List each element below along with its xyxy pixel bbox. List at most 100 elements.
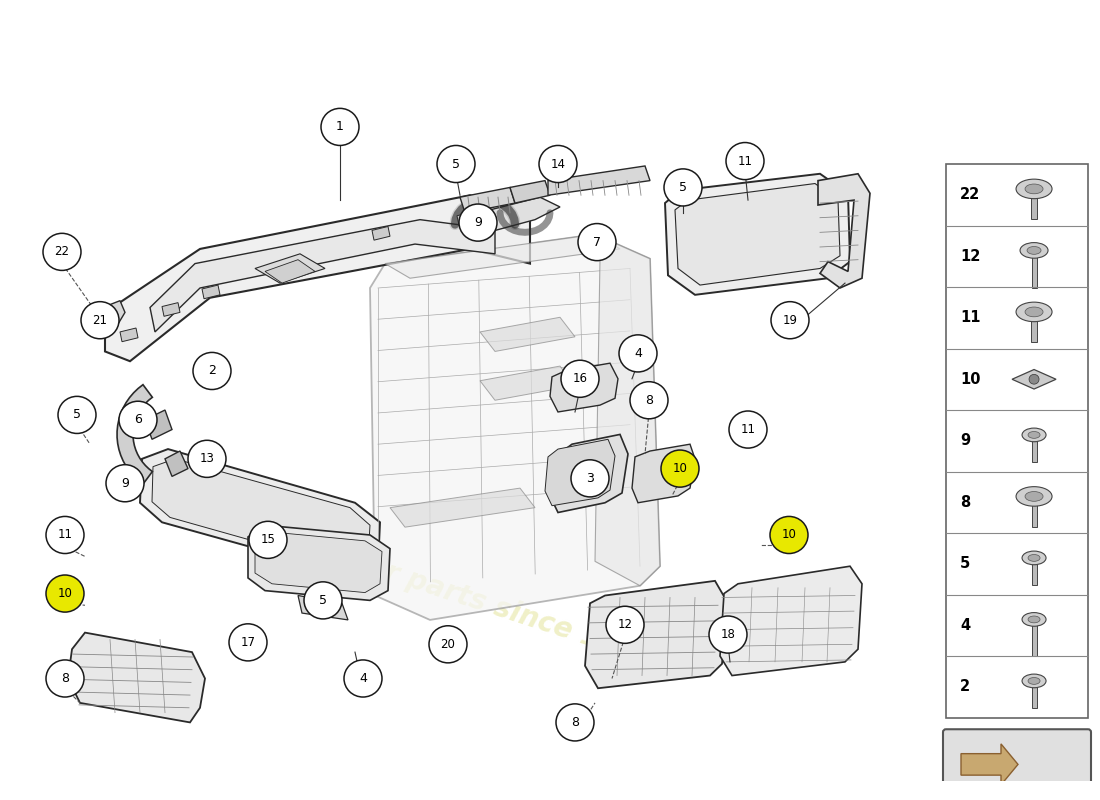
FancyBboxPatch shape <box>1031 198 1037 219</box>
Text: 3: 3 <box>586 472 594 485</box>
Polygon shape <box>390 488 535 527</box>
FancyBboxPatch shape <box>1032 564 1036 586</box>
Text: 11: 11 <box>737 154 752 167</box>
Circle shape <box>46 660 84 697</box>
Circle shape <box>106 465 144 502</box>
Text: 2: 2 <box>208 365 216 378</box>
FancyBboxPatch shape <box>1032 258 1036 288</box>
Polygon shape <box>675 183 840 285</box>
Text: 11: 11 <box>960 310 980 326</box>
Circle shape <box>249 522 287 558</box>
Circle shape <box>771 302 808 338</box>
Polygon shape <box>544 439 615 506</box>
Text: 9: 9 <box>474 216 482 229</box>
Circle shape <box>81 302 119 338</box>
Circle shape <box>46 575 84 612</box>
Polygon shape <box>666 174 850 295</box>
Ellipse shape <box>1028 616 1040 623</box>
Text: 10: 10 <box>782 529 796 542</box>
Polygon shape <box>372 226 390 240</box>
Ellipse shape <box>1028 431 1040 438</box>
Polygon shape <box>961 744 1018 785</box>
Circle shape <box>321 108 359 146</box>
Circle shape <box>710 616 747 653</box>
Ellipse shape <box>1025 184 1043 194</box>
Text: 8: 8 <box>645 394 653 406</box>
FancyBboxPatch shape <box>946 164 1088 718</box>
Polygon shape <box>385 234 620 278</box>
Text: 6: 6 <box>134 414 142 426</box>
Circle shape <box>437 146 475 182</box>
Polygon shape <box>1012 370 1056 389</box>
Polygon shape <box>165 451 188 477</box>
Text: 5: 5 <box>452 158 460 170</box>
Circle shape <box>664 169 702 206</box>
Circle shape <box>229 624 267 661</box>
Text: 9: 9 <box>121 477 129 490</box>
Text: 12: 12 <box>960 249 980 264</box>
Circle shape <box>770 517 808 554</box>
Polygon shape <box>255 532 382 593</box>
Text: 8: 8 <box>571 716 579 729</box>
Text: 5: 5 <box>319 594 327 607</box>
Text: 20: 20 <box>441 638 455 651</box>
Text: 8: 8 <box>960 494 970 510</box>
Text: 19: 19 <box>782 314 797 326</box>
Polygon shape <box>548 166 650 195</box>
Ellipse shape <box>1025 307 1043 317</box>
FancyBboxPatch shape <box>1032 441 1036 462</box>
Text: 4: 4 <box>960 618 970 633</box>
Polygon shape <box>68 633 205 722</box>
FancyBboxPatch shape <box>1032 626 1036 656</box>
Ellipse shape <box>1028 554 1040 562</box>
Text: 10: 10 <box>672 462 688 475</box>
Polygon shape <box>550 434 628 513</box>
Ellipse shape <box>1016 486 1052 506</box>
Polygon shape <box>104 195 530 362</box>
Circle shape <box>58 396 96 434</box>
Polygon shape <box>145 410 172 439</box>
Circle shape <box>192 353 231 390</box>
Text: 15: 15 <box>261 534 275 546</box>
Polygon shape <box>120 328 138 342</box>
Circle shape <box>539 146 578 182</box>
Polygon shape <box>720 566 862 675</box>
Polygon shape <box>248 526 390 600</box>
Text: 11: 11 <box>740 423 756 436</box>
FancyBboxPatch shape <box>1032 686 1036 708</box>
Text: 10: 10 <box>57 587 73 600</box>
Text: 11: 11 <box>57 529 73 542</box>
Circle shape <box>1028 374 1040 384</box>
Polygon shape <box>488 197 560 232</box>
Circle shape <box>561 360 600 398</box>
Text: 18: 18 <box>720 628 736 641</box>
Polygon shape <box>117 385 153 484</box>
Ellipse shape <box>1027 246 1041 254</box>
Text: 4: 4 <box>359 672 367 685</box>
Ellipse shape <box>1016 302 1052 322</box>
Polygon shape <box>298 595 348 620</box>
Circle shape <box>459 204 497 241</box>
Circle shape <box>556 704 594 741</box>
Ellipse shape <box>1020 242 1048 258</box>
Circle shape <box>571 460 609 497</box>
Ellipse shape <box>1022 674 1046 688</box>
Polygon shape <box>140 449 379 576</box>
Circle shape <box>630 382 668 419</box>
Circle shape <box>119 402 157 438</box>
Circle shape <box>729 411 767 448</box>
Text: 22: 22 <box>55 246 69 258</box>
Polygon shape <box>550 363 618 412</box>
Polygon shape <box>90 301 125 332</box>
Polygon shape <box>370 234 660 620</box>
Text: 10: 10 <box>960 372 980 386</box>
Polygon shape <box>595 234 660 586</box>
Circle shape <box>188 440 226 478</box>
Polygon shape <box>632 444 695 502</box>
Ellipse shape <box>1022 613 1046 626</box>
Polygon shape <box>265 260 315 283</box>
Text: 21: 21 <box>92 314 108 326</box>
Text: 2: 2 <box>960 679 970 694</box>
Polygon shape <box>202 285 220 298</box>
Polygon shape <box>150 220 495 332</box>
